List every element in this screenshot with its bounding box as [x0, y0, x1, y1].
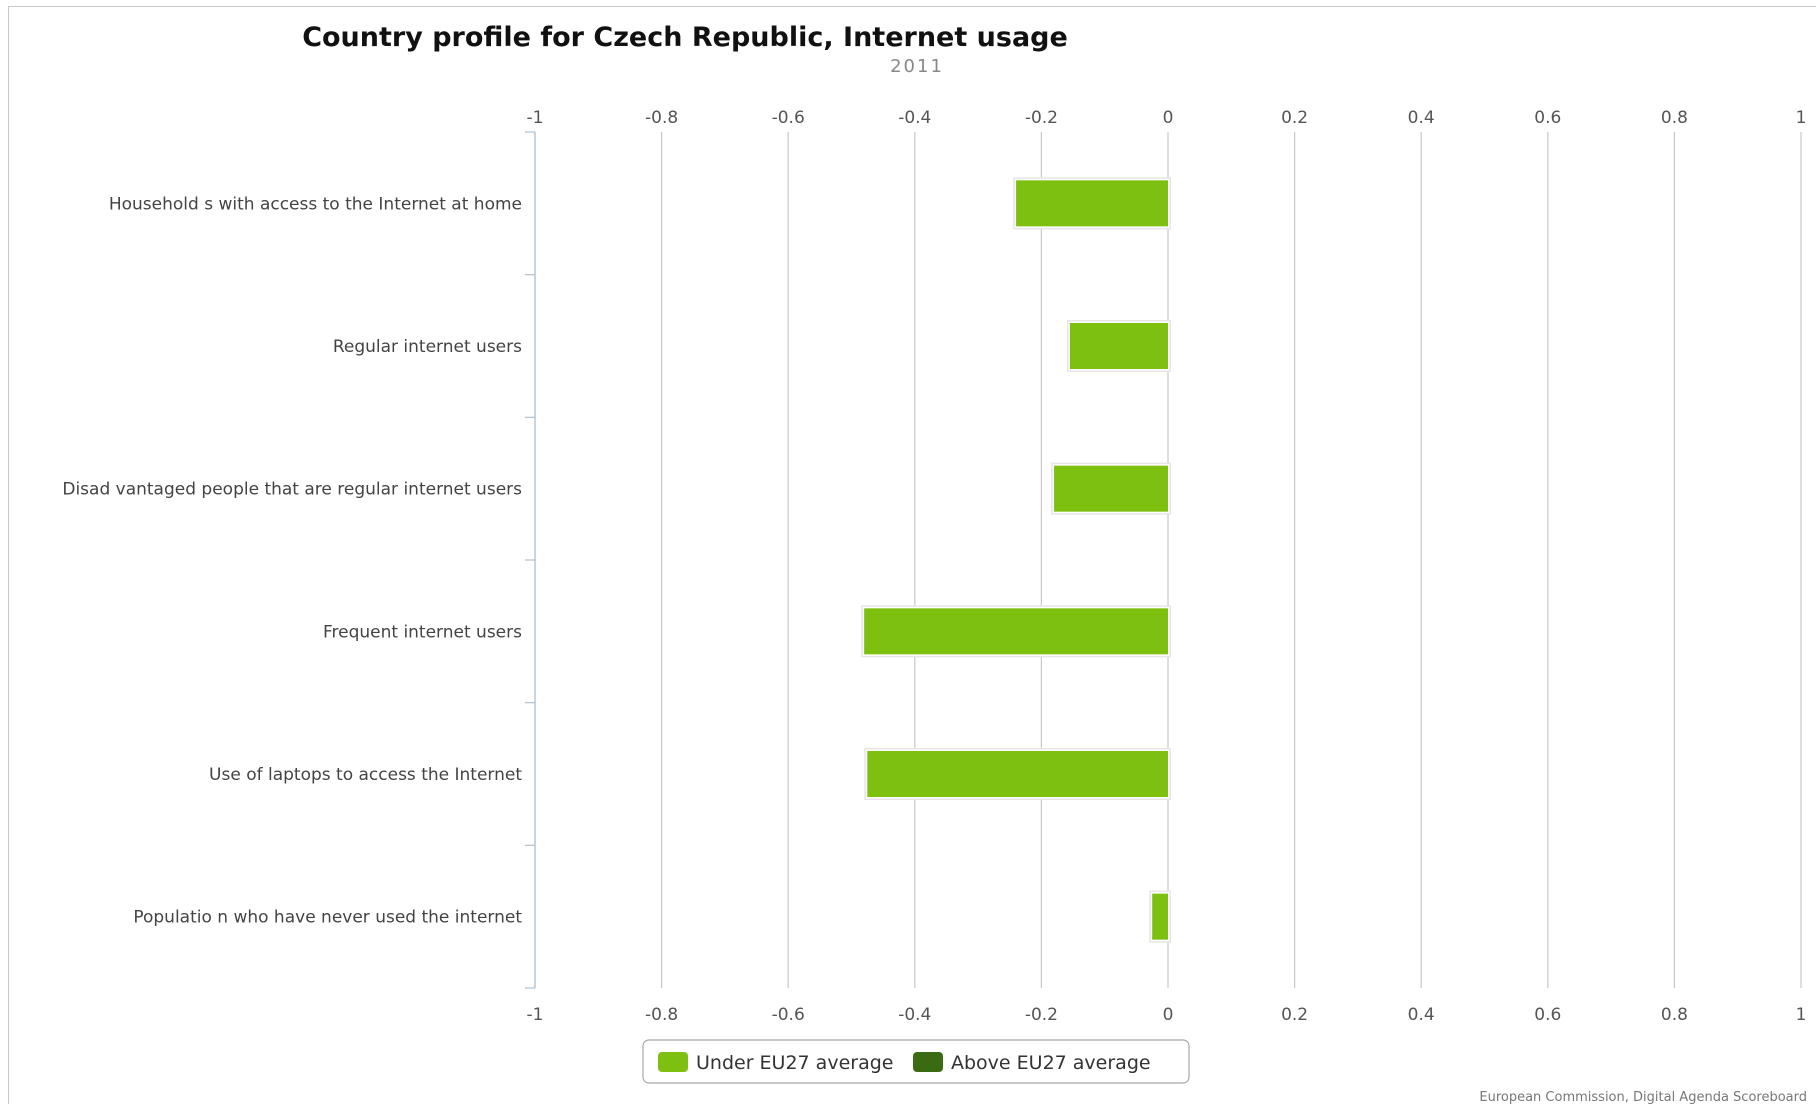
credit-text[interactable]: European Commission, Digital Agenda Scor… [1479, 1090, 1807, 1104]
bar[interactable] [1054, 465, 1168, 512]
x-tick-label-top: 0.6 [1534, 108, 1561, 128]
legend-label-under[interactable]: Under EU27 average [696, 1052, 893, 1074]
x-tick-label-top: -0.2 [1025, 108, 1058, 128]
x-tick-label-bottom: -0.6 [772, 1005, 805, 1025]
legend[interactable]: Under EU27 average Above EU27 average [642, 1039, 1190, 1084]
bar[interactable] [1016, 180, 1168, 227]
chart-subtitle: 2011 [890, 56, 944, 77]
x-tick-label-top: -0.4 [898, 108, 931, 128]
x-tick-label-top: 0.2 [1281, 108, 1308, 128]
x-tick-label-top: 0.8 [1661, 108, 1688, 128]
x-tick-label-top: -0.6 [772, 108, 805, 128]
x-tick-label-top: -0.8 [645, 108, 678, 128]
legend-swatch-under[interactable] [658, 1052, 688, 1072]
x-tick-label-bottom: -0.8 [645, 1005, 678, 1025]
category-label: Household s with access to the Internet … [109, 194, 522, 214]
chart-title: Country profile for Czech Republic, Inte… [302, 22, 1068, 53]
gridlines [534, 132, 1802, 988]
x-tick-label-bottom: 1 [1796, 1005, 1807, 1025]
x-tick-label-bottom: 0 [1163, 1005, 1174, 1025]
category-label: Use of laptops to access the Internet [209, 765, 522, 785]
x-tick-label-top: -1 [527, 108, 544, 128]
bar[interactable] [1069, 323, 1168, 369]
x-tick-labels-bottom: -1 -0.8 -0.6 -0.4 -0.2 0 0.2 0.4 0.6 0.8 1 [527, 1005, 1807, 1025]
x-tick-label-bottom: 0.2 [1281, 1005, 1308, 1025]
x-tick-labels-top: -1 -0.8 -0.6 -0.4 -0.2 0 0.2 0.4 0.6 0.8 1 [527, 108, 1807, 128]
legend-label-above[interactable]: Above EU27 average [951, 1052, 1151, 1074]
x-tick-label-top: 0.4 [1408, 108, 1435, 128]
bar[interactable] [1152, 893, 1168, 940]
bar[interactable] [867, 751, 1168, 797]
x-tick-label-bottom: 0.8 [1661, 1005, 1688, 1025]
x-tick-label-top: 1 [1796, 108, 1807, 128]
category-label: Regular internet users [333, 337, 522, 357]
x-tick-label-bottom: -0.4 [898, 1005, 931, 1025]
legend-swatch-above[interactable] [913, 1052, 943, 1072]
category-axis [525, 131, 536, 989]
x-tick-label-bottom: 0.6 [1534, 1005, 1561, 1025]
x-tick-label-bottom: 0.4 [1408, 1005, 1435, 1025]
category-label: Frequent internet users [323, 622, 522, 642]
x-tick-label-bottom: -0.2 [1025, 1005, 1058, 1025]
bar[interactable] [864, 608, 1168, 655]
x-tick-label-bottom: -1 [527, 1005, 544, 1025]
category-label: Populatio n who have never used the inte… [133, 908, 522, 928]
bars [861, 177, 1171, 943]
chart-frame [8, 6, 1816, 1104]
category-labels: Household s with access to the Internet … [62, 194, 522, 927]
category-label: Disad vantaged people that are regular i… [62, 480, 522, 500]
x-tick-label-top: 0 [1163, 108, 1174, 128]
